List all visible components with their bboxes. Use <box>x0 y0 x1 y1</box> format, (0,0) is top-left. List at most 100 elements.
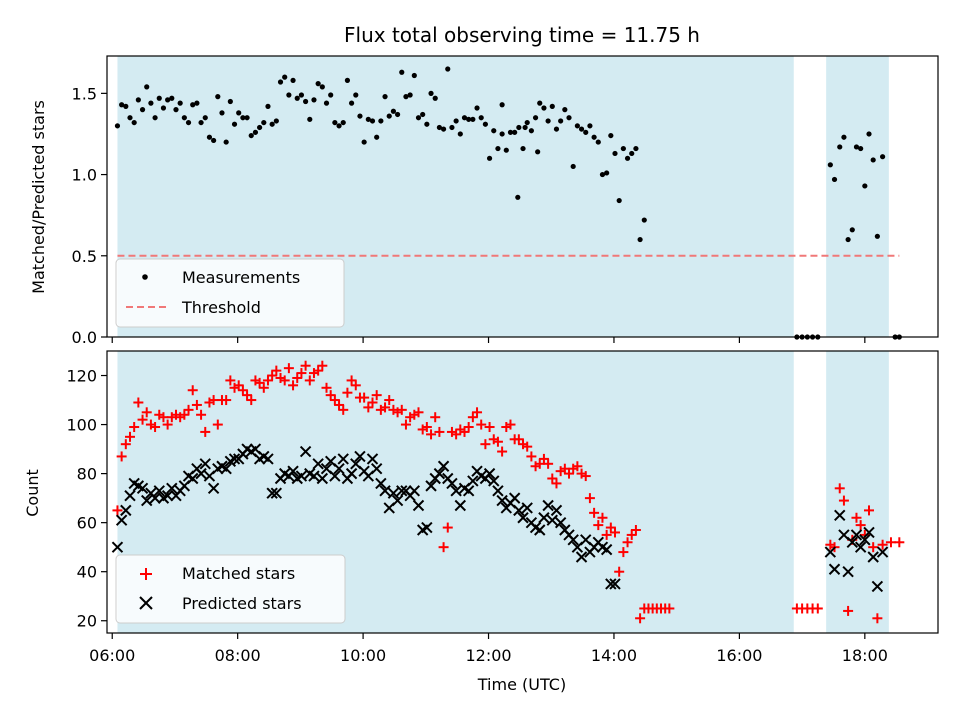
matched-star-point <box>162 419 173 430</box>
y-tick-label: 1.5 <box>72 84 97 103</box>
predicted-star-point <box>863 526 875 539</box>
measurement-point <box>440 126 447 132</box>
measurement-point <box>269 121 275 127</box>
matched-star-point <box>630 525 641 536</box>
measurement-point <box>399 69 405 75</box>
predicted-star-point <box>391 494 404 507</box>
measurement-point <box>315 81 321 87</box>
matched-star-point <box>885 537 896 548</box>
predicted-star-point <box>483 467 496 480</box>
legend-measurements-marker <box>142 274 148 280</box>
x-tick-label: 18:00 <box>842 646 888 665</box>
predicted-star-point <box>161 489 174 502</box>
predicted-star-point <box>115 514 128 526</box>
measurement-point <box>578 126 585 132</box>
matched-star-point <box>317 360 328 371</box>
measurement-point <box>411 72 417 79</box>
measurement-point <box>633 145 639 152</box>
measurement-point <box>257 124 263 131</box>
top-y-ticks: 0.0 0.5 1.0 1.5 <box>72 84 107 347</box>
measurement-point <box>562 107 568 113</box>
matched-star-point <box>426 429 437 440</box>
y-tick-label: 80 <box>77 465 97 484</box>
matched-star-point <box>258 382 269 393</box>
measurement-point <box>522 124 528 131</box>
predicted-star-point <box>199 458 211 470</box>
measurement-point <box>499 102 505 108</box>
matched-star-point <box>271 365 282 376</box>
matched-star-point <box>396 404 407 415</box>
measurement-point <box>173 107 179 113</box>
measurement-point <box>470 116 476 122</box>
predicted-star-point <box>433 467 446 480</box>
bottom-axes-frame <box>106 350 939 634</box>
predicted-star-point <box>207 482 220 495</box>
matched-star-point <box>872 613 883 624</box>
matched-star-point <box>812 603 823 614</box>
measurement-point <box>332 119 338 126</box>
matched-star-point <box>225 375 236 386</box>
matched-star-point <box>543 458 554 469</box>
measurement-point <box>478 115 484 121</box>
measurement-point <box>219 110 225 116</box>
predicted-star-point <box>492 485 504 497</box>
predicted-star-point <box>454 499 467 512</box>
predicted-stars-points <box>111 443 889 593</box>
measurement-point <box>119 102 125 108</box>
predicted-star-point <box>153 485 165 497</box>
measurement-point <box>537 100 543 106</box>
measurement-point <box>831 176 838 183</box>
predicted-star-point <box>496 494 508 507</box>
measurement-point <box>874 233 880 239</box>
matched-star-point <box>200 426 211 437</box>
observing-window-band <box>826 56 889 337</box>
predicted-star-point <box>370 462 383 475</box>
measurement-point <box>357 113 363 119</box>
matched-star-point <box>492 436 503 447</box>
measurement-point <box>248 132 254 139</box>
predicted-star-point <box>166 482 178 495</box>
predicted-star-point <box>575 551 588 563</box>
predicted-star-point <box>538 512 550 524</box>
matched-star-point <box>196 409 207 420</box>
matched-star-point <box>497 446 508 457</box>
top-legend-box <box>115 258 345 328</box>
matched-star-point <box>614 566 625 577</box>
matched-star-point <box>868 542 879 553</box>
y-tick-label: 0.5 <box>72 247 97 266</box>
predicted-star-point <box>187 472 199 485</box>
matched-star-point <box>133 397 144 408</box>
measurement-point <box>328 92 334 98</box>
matched-star-point <box>413 407 424 418</box>
matched-star-point <box>246 395 257 406</box>
measurement-point <box>244 115 250 121</box>
matched-star-point <box>371 390 382 401</box>
matched-star-point <box>137 414 148 425</box>
x-tick-label: 08:00 <box>215 646 261 665</box>
measurement-point <box>620 145 626 152</box>
measurement-point <box>432 95 438 101</box>
predicted-star-point <box>546 514 558 526</box>
measurement-point <box>286 92 292 98</box>
matched-star-point <box>187 385 198 396</box>
legend-measurements-label: Measurements <box>182 268 300 287</box>
measurement-point <box>323 100 330 106</box>
matched-star-point <box>484 422 495 433</box>
matched-star-point <box>894 537 905 548</box>
legend-matched-marker <box>140 568 152 580</box>
measurement-point <box>202 115 208 121</box>
predicted-star-point <box>846 536 858 548</box>
measurement-point <box>528 128 534 134</box>
matched-star-point <box>191 399 202 410</box>
predicted-star-point <box>333 462 345 475</box>
measurement-point <box>282 74 288 80</box>
predicted-star-point <box>111 541 124 553</box>
matched-star-point <box>480 439 491 450</box>
measurement-point <box>524 119 530 126</box>
predicted-star-point <box>437 460 450 472</box>
matched-star-point <box>584 493 595 504</box>
matched-star-point <box>367 397 378 408</box>
predicted-star-point <box>450 485 462 497</box>
chart-title: Flux total observing time = 11.75 h <box>344 23 700 47</box>
matched-star-point <box>120 439 131 450</box>
